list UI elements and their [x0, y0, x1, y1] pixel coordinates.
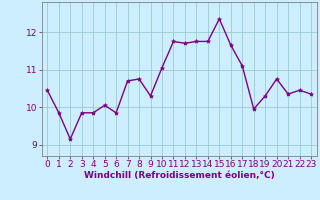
X-axis label: Windchill (Refroidissement éolien,°C): Windchill (Refroidissement éolien,°C) — [84, 171, 275, 180]
